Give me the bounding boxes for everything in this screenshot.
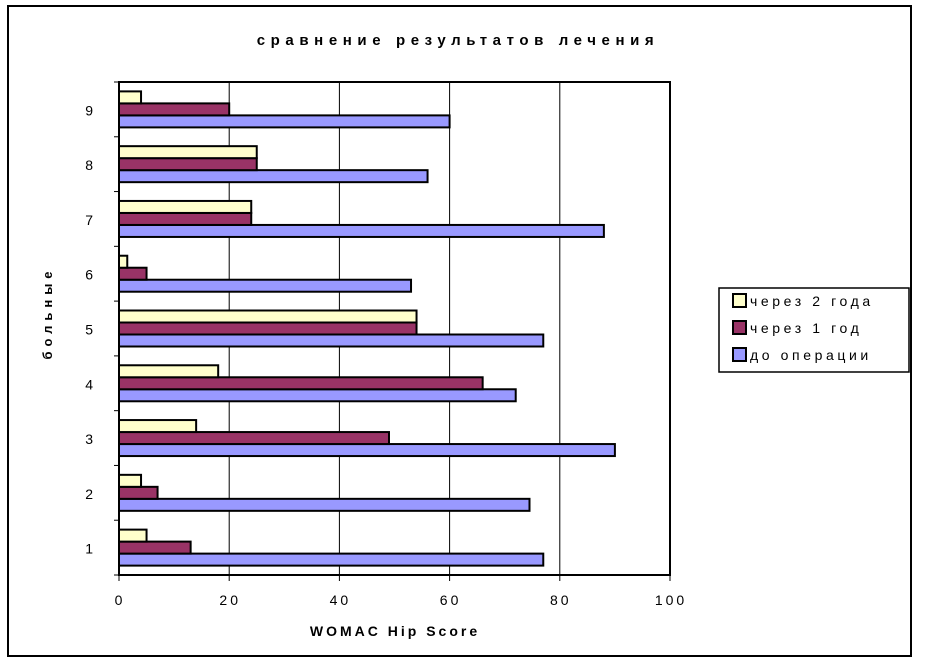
bar [118,169,429,184]
x-tick-label: 60 [440,592,462,608]
legend-label: через 1 год [750,320,862,336]
bar [118,552,545,567]
bar [118,321,418,336]
bar [118,376,484,391]
bar [118,278,413,293]
bar [118,528,148,543]
bar [118,497,531,512]
bar [118,388,517,403]
bar [118,309,418,324]
axes: 0 20 40 60 80 100 1 2 3 4 5 6 7 8 9 [85,81,687,608]
legend-box [718,287,910,373]
bar [118,90,143,105]
y-tick-label: 5 [85,322,93,338]
legend-swatch [732,293,747,308]
bar [118,431,390,446]
bar [118,114,451,129]
y-tick-label: 7 [85,212,93,228]
bar [118,145,258,160]
bar [118,254,129,269]
bar [118,485,159,500]
legend: через 2 года через 1 год до операции [718,287,910,373]
legend-swatch [732,320,747,335]
chart-title: сравнение результатов лечения [257,32,660,49]
legend-swatch [732,347,747,362]
legend-label: через 2 года [750,293,874,309]
bars [118,90,616,567]
y-tick-label: 9 [85,102,93,118]
x-tick-label: 40 [330,592,352,608]
x-tick-label: 20 [219,592,241,608]
bar [118,223,605,238]
bar [118,473,143,488]
y-axis-label: больные [40,266,55,359]
x-tick-label: 100 [655,592,687,608]
bar [118,102,231,117]
bar [118,333,545,348]
x-axis-label: WOMAC Hip Score [310,623,480,639]
bar [118,199,253,214]
bar [118,443,616,458]
y-tick-label: 4 [85,376,93,392]
bar [118,419,198,434]
y-tick-label: 8 [85,157,93,173]
x-tick-label: 80 [550,592,572,608]
y-tick-label: 3 [85,431,93,447]
bar [118,266,148,281]
y-tick-label: 6 [85,267,93,283]
bar [118,211,253,226]
bar [118,540,192,555]
legend-label: до операции [750,347,872,363]
bar [118,364,220,379]
y-tick-label: 2 [85,486,93,502]
x-tick-label: 0 [115,592,126,608]
bar [118,157,258,172]
y-tick-label: 1 [85,541,93,557]
